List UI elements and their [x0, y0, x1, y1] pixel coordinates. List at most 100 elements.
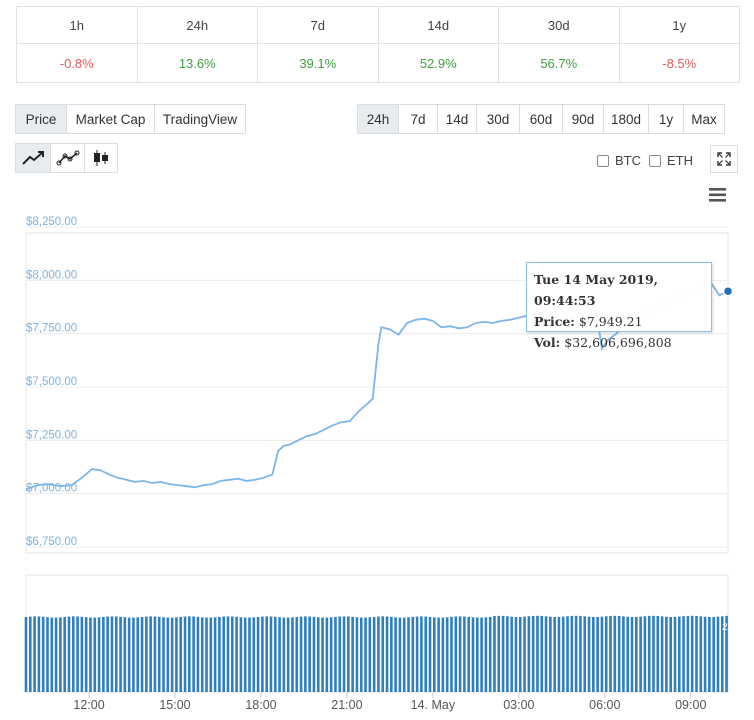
hamburger-menu-icon[interactable] [708, 187, 728, 203]
volume-bar [114, 616, 118, 692]
volume-bar [488, 616, 492, 692]
volume-bar [617, 615, 621, 692]
volume-bar [351, 616, 354, 692]
volume-bar [626, 616, 630, 692]
volume-bar [686, 615, 690, 692]
volume-bar [153, 616, 157, 692]
range-7d[interactable]: 7d [398, 104, 438, 134]
compare-eth[interactable]: ETH [649, 153, 693, 168]
range-1y[interactable]: 1y [648, 104, 684, 134]
volume-bar [695, 615, 698, 692]
volume-bar [463, 616, 466, 692]
volume-bar [84, 617, 88, 692]
volume-bar [321, 617, 324, 692]
btc-checkbox[interactable] [597, 154, 609, 167]
change-30d: 56.7% [498, 43, 620, 83]
change-7d: 39.1% [257, 43, 379, 83]
volume-bar [355, 617, 359, 692]
volume-bar [71, 616, 75, 692]
volume-bar [364, 617, 367, 692]
volume-bar [677, 616, 681, 692]
range-14d[interactable]: 14d [437, 104, 477, 134]
expand-button[interactable] [710, 145, 738, 173]
volume-bar [97, 617, 101, 692]
y-tick-label-3: $7,500.00 [26, 376, 77, 388]
volume-bar [239, 617, 243, 692]
volume-bar [325, 617, 329, 692]
volume-bar [673, 616, 677, 692]
volume-bar [342, 616, 346, 692]
volume-bar [329, 617, 333, 692]
volume-bar [484, 617, 488, 692]
x-tick-label-7: 09:00 [675, 698, 706, 712]
volume-bar [248, 617, 251, 692]
volume-bar [514, 616, 518, 692]
volume-bar [316, 617, 320, 692]
volume-bar [497, 615, 501, 692]
candlestick-chart-icon [94, 150, 108, 166]
volume-bar [132, 617, 135, 692]
volume-bar [523, 616, 526, 692]
eth-checkbox[interactable] [649, 154, 661, 167]
volume-bar [175, 617, 178, 692]
volume-bar [437, 617, 440, 692]
volume-bar [299, 616, 303, 692]
ohlc-chart-button[interactable] [50, 143, 85, 173]
volume-bar [235, 616, 238, 692]
x-tick-label-6: 06:00 [589, 698, 620, 712]
volume-bar [231, 616, 234, 692]
volume-bar [308, 616, 311, 692]
volume-bar [703, 616, 707, 692]
range-tabs: 24h 7d 14d 30d 60d 90d 180d 1y Max [357, 104, 725, 134]
range-180d[interactable]: 180d [603, 104, 649, 134]
volume-bar [102, 616, 105, 692]
hover-point [722, 285, 734, 297]
volume-bar [183, 616, 187, 692]
volume-bar [149, 616, 152, 692]
view-tabs: Price Market Cap TradingView [15, 104, 246, 134]
tab-price[interactable]: Price [15, 104, 67, 134]
volume-bar [304, 616, 307, 692]
volume-bar [286, 617, 290, 692]
volume-bar [415, 616, 419, 692]
volume-bar [377, 616, 380, 692]
range-60d[interactable]: 60d [519, 104, 563, 134]
tab-tradingview[interactable]: TradingView [154, 104, 246, 134]
volume-bar [127, 617, 131, 692]
volume-bar [458, 616, 462, 692]
compare-btc[interactable]: BTC [597, 153, 641, 168]
volume-bar [269, 616, 273, 692]
volume-bar [385, 616, 389, 692]
period-1y: 1y [618, 6, 740, 44]
volume-bar [656, 615, 660, 692]
x-tick-label-2: 18:00 [245, 698, 276, 712]
volume-bar [579, 615, 582, 692]
price-plot-border [25, 232, 729, 554]
eth-label: ETH [667, 153, 693, 168]
volume-bar [716, 616, 720, 692]
tooltip-date: Tue 14 May 2019, 09:44:53 [534, 272, 658, 308]
volume-bar [433, 617, 436, 692]
line-chart-button[interactable] [15, 143, 51, 173]
range-30d[interactable]: 30d [476, 104, 520, 134]
x-tick-label-4: 14. May [411, 698, 456, 712]
candlestick-chart-button[interactable] [84, 143, 118, 173]
volume-bar [420, 616, 423, 692]
period-1h: 1h [16, 6, 138, 44]
volume-bar [527, 616, 531, 692]
volume-bar [583, 616, 587, 692]
volume-bar [372, 616, 376, 692]
volume-bar [222, 616, 226, 692]
tab-market-cap[interactable]: Market Cap [66, 104, 155, 134]
volume-bar [531, 615, 535, 692]
volume-bar [218, 616, 221, 692]
expand-icon [717, 152, 731, 166]
volume-bar [635, 616, 638, 692]
volume-bar [291, 617, 294, 692]
volume-bar [256, 616, 260, 692]
range-max[interactable]: Max [683, 104, 725, 134]
volume-bar [213, 617, 217, 692]
volume-bar [570, 615, 574, 692]
y-tick-label-1: $8,000.00 [26, 269, 77, 281]
volume-bar [600, 616, 604, 692]
